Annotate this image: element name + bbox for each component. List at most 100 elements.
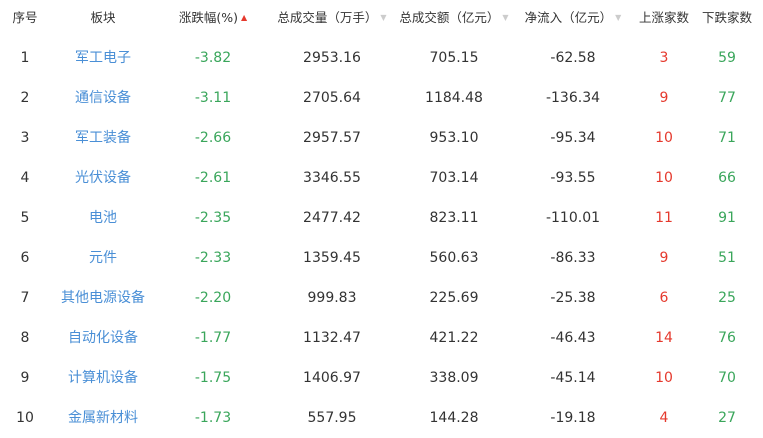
cell-up-count: 10 bbox=[655, 130, 673, 146]
cell-amount: 953.10 bbox=[429, 130, 479, 146]
table-row[interactable]: 9 计算机设备 -1.75 1406.97 338.09 -45.14 10 70 bbox=[0, 358, 763, 398]
cell-down-count: 25 bbox=[718, 290, 736, 306]
cell-change: -2.33 bbox=[194, 250, 232, 266]
cell-down-count: 70 bbox=[718, 370, 736, 386]
header-sector: 板块 bbox=[90, 10, 116, 25]
cell-sector[interactable]: 军工装备 bbox=[75, 130, 131, 146]
cell-amount: 705.15 bbox=[429, 50, 479, 66]
cell-inflow: -25.38 bbox=[550, 290, 596, 306]
cell-volume: 1359.45 bbox=[303, 250, 361, 266]
cell-change: -1.73 bbox=[194, 410, 232, 426]
cell-index: 5 bbox=[20, 210, 30, 226]
cell-inflow: -93.55 bbox=[550, 170, 596, 186]
cell-index: 7 bbox=[20, 290, 30, 306]
header-volume[interactable]: 总成交量（万手） ▼ bbox=[268, 0, 396, 36]
table-header: 序号 板块 涨跌幅(%) ▲ 总成交量（万手） ▼ 总成交额（亿元） ▼ 净流入（亿元… bbox=[0, 0, 763, 40]
cell-inflow: -136.34 bbox=[545, 90, 601, 106]
cell-inflow: -19.18 bbox=[550, 410, 596, 426]
cell-change: -3.11 bbox=[194, 90, 232, 106]
cell-volume: 1406.97 bbox=[303, 370, 361, 386]
cell-volume: 1132.47 bbox=[303, 330, 361, 346]
cell-down-count: 59 bbox=[718, 50, 736, 66]
cell-sector[interactable]: 计算机设备 bbox=[68, 370, 138, 386]
cell-index: 2 bbox=[20, 90, 30, 106]
cell-up-count: 4 bbox=[659, 410, 669, 426]
cell-change: -1.75 bbox=[194, 370, 232, 386]
cell-volume: 2477.42 bbox=[303, 210, 361, 226]
cell-down-count: 27 bbox=[718, 410, 736, 426]
table-row[interactable]: 5 电池 -2.35 2477.42 823.11 -110.01 11 91 bbox=[0, 198, 763, 238]
cell-index: 4 bbox=[20, 170, 30, 186]
cell-sector[interactable]: 军工电子 bbox=[75, 50, 131, 66]
cell-up-count: 9 bbox=[659, 90, 669, 106]
cell-change: -2.61 bbox=[194, 170, 232, 186]
cell-amount: 225.69 bbox=[429, 290, 479, 306]
header-change[interactable]: 涨跌幅(%) ▲ bbox=[165, 0, 261, 36]
cell-change: -1.77 bbox=[194, 330, 232, 346]
cell-index: 10 bbox=[16, 410, 34, 426]
cell-sector[interactable]: 其他电源设备 bbox=[61, 290, 145, 306]
header-up-count: 上涨家数 bbox=[638, 10, 689, 25]
cell-inflow: -62.58 bbox=[550, 50, 596, 66]
cell-amount: 1184.48 bbox=[425, 90, 483, 106]
cell-up-count: 14 bbox=[655, 330, 673, 346]
cell-index: 6 bbox=[20, 250, 30, 266]
table-row[interactable]: 4 光伏设备 -2.61 3346.55 703.14 -93.55 10 66 bbox=[0, 158, 763, 198]
cell-down-count: 71 bbox=[718, 130, 736, 146]
sort-up-icon[interactable]: ▲ bbox=[240, 13, 248, 22]
cell-volume: 2705.64 bbox=[303, 90, 361, 106]
cell-inflow: -110.01 bbox=[545, 210, 601, 226]
cell-up-count: 10 bbox=[655, 170, 673, 186]
sort-icon[interactable]: ▼ bbox=[502, 13, 509, 22]
cell-amount: 823.11 bbox=[429, 210, 479, 226]
sort-icon[interactable]: ▼ bbox=[615, 13, 622, 22]
header-amount[interactable]: 总成交额（亿元） ▼ bbox=[392, 0, 516, 36]
cell-volume: 2953.16 bbox=[303, 50, 361, 66]
table-row[interactable]: 3 军工装备 -2.66 2957.57 953.10 -95.34 10 71 bbox=[0, 118, 763, 158]
table-row[interactable]: 7 其他电源设备 -2.20 999.83 225.69 -25.38 6 25 bbox=[0, 278, 763, 318]
cell-down-count: 76 bbox=[718, 330, 736, 346]
cell-down-count: 77 bbox=[718, 90, 736, 106]
header-down-count: 下跌家数 bbox=[701, 10, 752, 25]
cell-change: -2.35 bbox=[194, 210, 232, 226]
cell-change: -2.20 bbox=[194, 290, 232, 306]
cell-sector[interactable]: 电池 bbox=[89, 210, 117, 226]
cell-amount: 703.14 bbox=[429, 170, 479, 186]
cell-amount: 421.22 bbox=[429, 330, 479, 346]
cell-sector[interactable]: 通信设备 bbox=[75, 90, 131, 106]
cell-change: -3.82 bbox=[194, 50, 232, 66]
cell-up-count: 3 bbox=[659, 50, 669, 66]
header-index: 序号 bbox=[12, 10, 38, 25]
cell-up-count: 9 bbox=[659, 250, 669, 266]
cell-index: 9 bbox=[20, 370, 30, 386]
cell-inflow: -86.33 bbox=[550, 250, 596, 266]
cell-amount: 144.28 bbox=[429, 410, 479, 426]
cell-volume: 2957.57 bbox=[303, 130, 361, 146]
cell-volume: 3346.55 bbox=[303, 170, 361, 186]
table-row[interactable]: 1 军工电子 -3.82 2953.16 705.15 -62.58 3 59 bbox=[0, 38, 763, 78]
cell-index: 8 bbox=[20, 330, 30, 346]
cell-sector[interactable]: 金属新材料 bbox=[68, 410, 138, 426]
cell-down-count: 91 bbox=[718, 210, 736, 226]
cell-up-count: 10 bbox=[655, 370, 673, 386]
cell-change: -2.66 bbox=[194, 130, 232, 146]
cell-up-count: 11 bbox=[655, 210, 673, 226]
cell-index: 3 bbox=[20, 130, 30, 146]
cell-inflow: -95.34 bbox=[550, 130, 596, 146]
sort-icon[interactable]: ▼ bbox=[380, 13, 387, 22]
cell-inflow: -46.43 bbox=[550, 330, 596, 346]
table-row[interactable]: 8 自动化设备 -1.77 1132.47 421.22 -46.43 14 76 bbox=[0, 318, 763, 358]
cell-inflow: -45.14 bbox=[550, 370, 596, 386]
table-row[interactable]: 6 元件 -2.33 1359.45 560.63 -86.33 9 51 bbox=[0, 238, 763, 278]
cell-sector[interactable]: 光伏设备 bbox=[75, 170, 131, 186]
cell-sector[interactable]: 自动化设备 bbox=[68, 330, 138, 346]
cell-sector[interactable]: 元件 bbox=[89, 250, 117, 266]
cell-up-count: 6 bbox=[659, 290, 669, 306]
cell-amount: 338.09 bbox=[429, 370, 479, 386]
table-row[interactable]: 10 金属新材料 -1.73 557.95 144.28 -19.18 4 27 bbox=[0, 398, 763, 438]
header-inflow[interactable]: 净流入（亿元） ▼ bbox=[512, 0, 634, 36]
table-row[interactable]: 2 通信设备 -3.11 2705.64 1184.48 -136.34 9 77 bbox=[0, 78, 763, 118]
cell-down-count: 51 bbox=[718, 250, 736, 266]
cell-volume: 557.95 bbox=[307, 410, 357, 426]
cell-volume: 999.83 bbox=[307, 290, 357, 306]
